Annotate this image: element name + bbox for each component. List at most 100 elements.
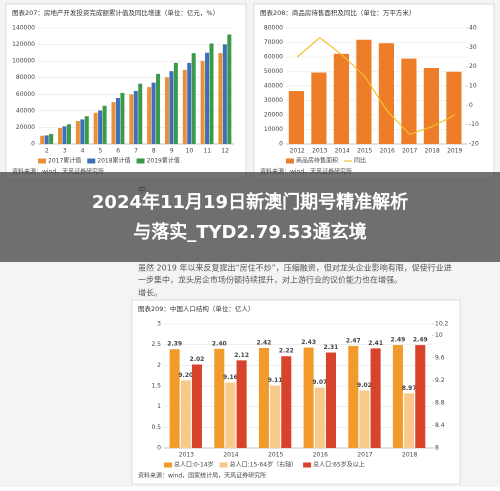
y-tick-label: 50000 [264, 68, 283, 75]
x-tick-label: 2019 [447, 148, 462, 155]
bar [288, 91, 304, 144]
paragraph-line: 虽然 2019 年以来反复提出“房住不炒”，压缩融资，但对龙头企业影响有限，促使… [138, 263, 452, 273]
y-tick-label: 2 [157, 362, 161, 369]
legend-swatch [136, 158, 145, 164]
x-tick-label: 10 [186, 148, 194, 155]
bar [129, 94, 134, 144]
y2-tick-label: 9.2 [435, 377, 445, 384]
y-tick-label: 30000 [264, 97, 283, 104]
value-label: 2.02 [190, 356, 205, 363]
bar [356, 39, 372, 145]
bar [111, 102, 116, 144]
value-label: 2.49 [413, 337, 428, 344]
value-label: 9.16 [223, 374, 238, 381]
bar [93, 112, 98, 144]
bar [180, 380, 191, 448]
legend-label: 同比 [354, 157, 366, 165]
x-tick-label: 2013 [312, 148, 327, 155]
x-tick-label: 2016 [380, 148, 395, 155]
bar [281, 356, 292, 448]
y2-tick-label: 8 [435, 445, 439, 452]
banner-background [0, 172, 500, 262]
bar [423, 68, 439, 144]
bar [205, 52, 210, 144]
bar [446, 71, 462, 144]
bar [258, 347, 269, 448]
bar [370, 348, 381, 448]
value-label: 2.22 [279, 348, 294, 355]
value-label: 2.49 [391, 337, 406, 344]
bar [200, 60, 205, 144]
legend-label: 总人口:0-14岁 [174, 461, 214, 469]
value-label: 9.02 [357, 382, 372, 389]
bar [214, 348, 225, 448]
y-tick-label: 20000 [16, 124, 35, 131]
bar [311, 72, 327, 144]
value-label: 8.97 [402, 385, 417, 392]
bar [392, 345, 403, 448]
chart-title: 图表209：中国人口结构（单位：亿人） [138, 304, 254, 313]
x-tick-label: 2018 [402, 452, 417, 459]
legend-swatch [286, 158, 294, 164]
bar [115, 98, 120, 144]
y-tick-label: 0 [157, 445, 161, 452]
bar [359, 390, 370, 448]
bar [49, 133, 54, 144]
bar [133, 90, 138, 144]
y2-tick-label: 10 [469, 83, 477, 90]
legend-label: 2018累计值 [97, 157, 130, 165]
banner-line: 2024年11月19日新澳门期号精准解析 [92, 191, 408, 213]
legend-label: 总人口:15-64岁（右轴） [230, 461, 297, 469]
x-tick-label: 5 [98, 148, 102, 155]
value-label: 2.43 [301, 339, 316, 346]
y2-tick-label: 30 [469, 44, 477, 51]
y-tick-label: 2.5 [151, 341, 161, 348]
chart-source: 资料来源：wind，国家统计局，天风证券研究所 [138, 472, 266, 480]
y-tick-label: 70000 [264, 39, 283, 46]
x-tick-label: 2014 [223, 452, 238, 459]
closing-text: 增长。 [138, 288, 162, 298]
bar [225, 382, 236, 448]
value-label: 2.47 [346, 337, 361, 344]
y-tick-label: 0.5 [151, 424, 161, 431]
value-label: 2.40 [212, 340, 227, 347]
bar [325, 352, 336, 448]
y2-tick-label: -10 [469, 121, 479, 128]
y-tick-label: 80000 [16, 74, 35, 81]
bar [222, 44, 227, 144]
bar [187, 62, 192, 144]
bar [303, 347, 314, 448]
bar [98, 110, 103, 144]
bar [415, 345, 426, 448]
value-label: 9.20 [178, 372, 193, 379]
x-tick-label: 2017 [402, 148, 417, 155]
bar [169, 349, 180, 448]
value-label: 2.39 [167, 341, 182, 348]
x-tick-label: 2 [45, 148, 49, 155]
y-tick-label: 1.5 [151, 383, 161, 390]
legend-label: 商品房待售面积 [296, 157, 338, 165]
banner-line: 与落实_TYD2.79.53通玄境 [133, 221, 367, 243]
y-tick-label: 10000 [264, 126, 283, 133]
y2-tick-label: 20 [469, 63, 477, 70]
bar [164, 77, 169, 144]
bar [84, 116, 89, 144]
y-tick-label: 40000 [16, 107, 35, 114]
bar [156, 73, 161, 144]
y-tick-label: 60000 [16, 91, 35, 98]
line-series [296, 36, 456, 136]
legend-swatch [87, 158, 96, 164]
y-tick-label: 1 [157, 403, 161, 410]
y2-tick-label: 9.6 [435, 354, 445, 361]
bar [348, 345, 359, 448]
value-label: 2.41 [368, 340, 383, 347]
x-tick-label: 12 [221, 148, 229, 155]
legend-swatch [164, 462, 172, 468]
legend-swatch [303, 462, 312, 468]
x-tick-label: 2018 [425, 148, 440, 155]
value-label: 2.12 [234, 352, 249, 359]
bar [314, 387, 325, 448]
bar [147, 87, 152, 144]
bar [182, 69, 187, 144]
y2-tick-label: 10 [435, 332, 443, 339]
